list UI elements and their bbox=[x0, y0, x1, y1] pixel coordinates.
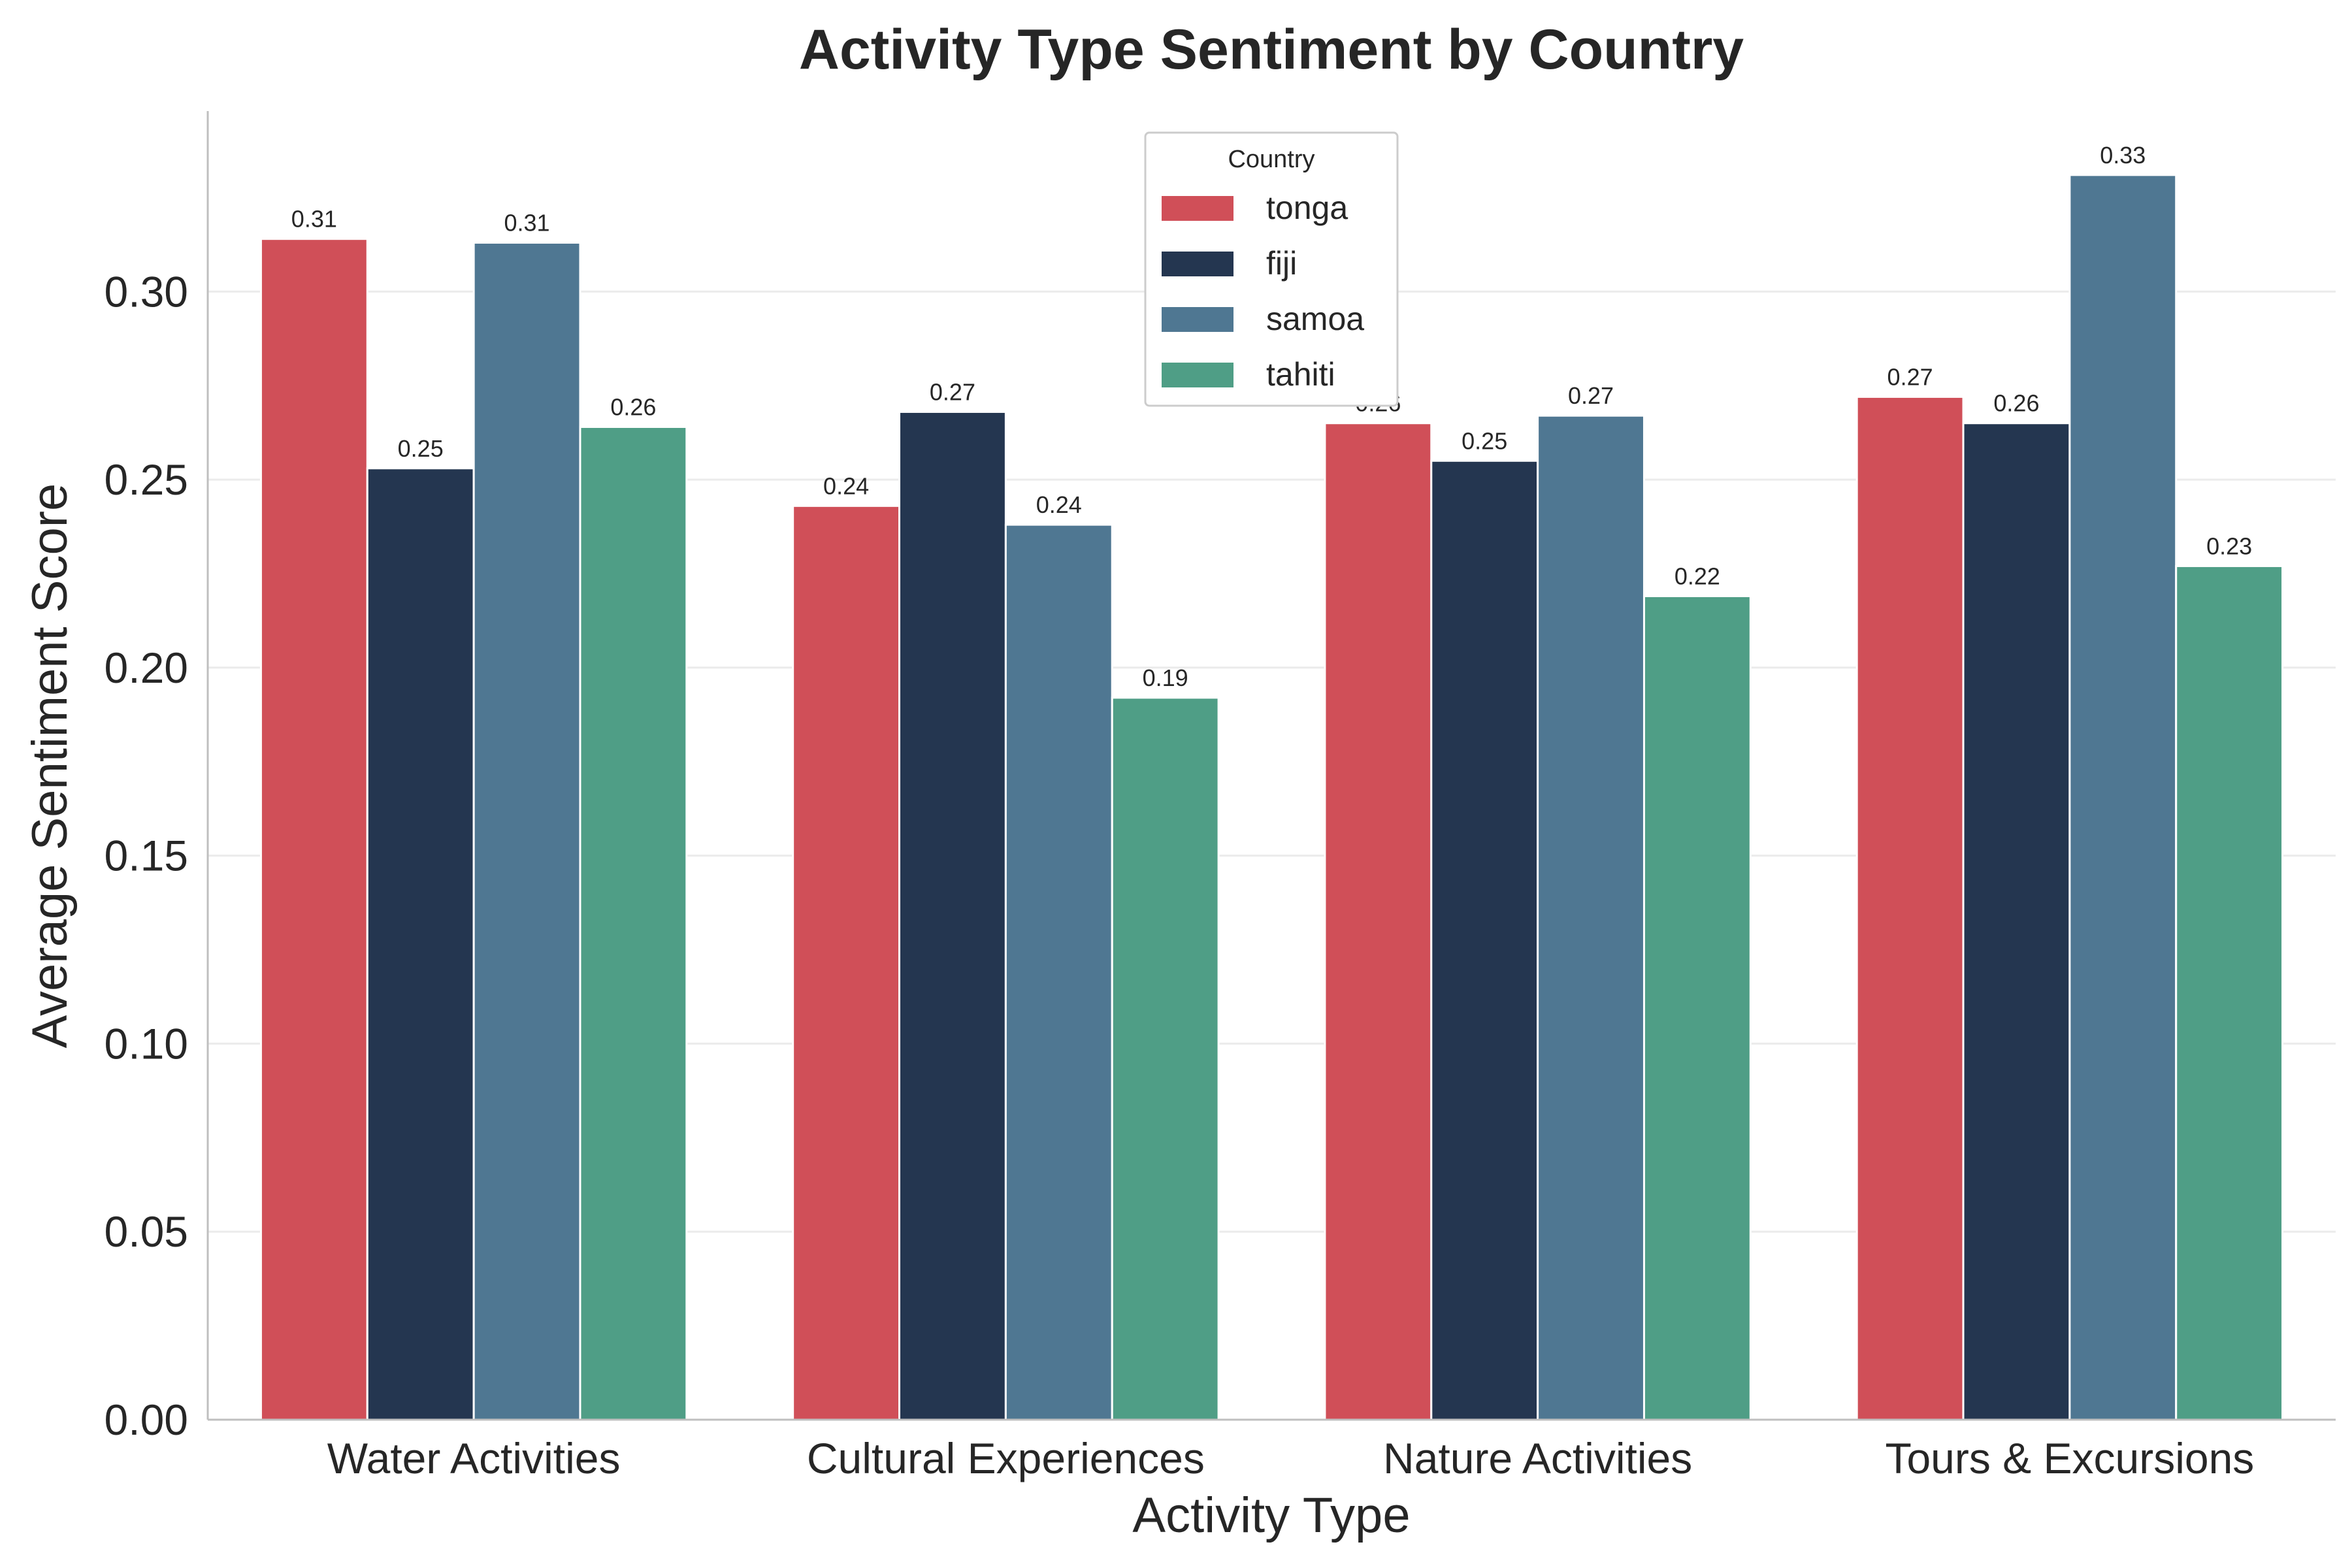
x-tick-label: Tours & Excursions bbox=[1885, 1434, 2254, 1482]
x-tick-label: Nature Activities bbox=[1383, 1434, 1692, 1482]
chart-title: Activity Type Sentiment by Country bbox=[799, 18, 1744, 81]
y-axis-label: Average Sentiment Score bbox=[22, 483, 78, 1049]
bar-value-label: 0.27 bbox=[1568, 382, 1614, 409]
bar-samoa bbox=[1537, 414, 1645, 1421]
bar-tahiti bbox=[579, 425, 688, 1421]
legend-label-fiji: fiji bbox=[1266, 245, 1297, 282]
bar-value-label: 0.31 bbox=[504, 209, 550, 236]
legend-label-samoa: samoa bbox=[1266, 301, 1364, 337]
x-tick-label: Water Activities bbox=[327, 1434, 621, 1482]
y-tick-label: 0.10 bbox=[105, 1019, 188, 1068]
bars bbox=[259, 174, 2284, 1421]
legend-title: Country bbox=[1228, 146, 1315, 173]
bar-value-label: 0.23 bbox=[2206, 532, 2252, 559]
y-tick-label: 0.20 bbox=[105, 644, 188, 692]
bar-tonga bbox=[1324, 422, 1433, 1421]
x-axis-label: Activity Type bbox=[1132, 1488, 1410, 1543]
bar-fiji bbox=[366, 467, 475, 1421]
bar-value-label: 0.25 bbox=[1462, 427, 1507, 454]
legend-label-tonga: tonga bbox=[1266, 189, 1348, 226]
bar-value-label: 0.27 bbox=[1887, 363, 1933, 390]
bar-samoa bbox=[2068, 174, 2178, 1421]
bar-fiji bbox=[1962, 422, 2071, 1421]
bar-value-label: 0.26 bbox=[1993, 390, 2039, 417]
bar-value-label: 0.27 bbox=[930, 378, 975, 405]
bar-value-label: 0.25 bbox=[398, 435, 444, 462]
bar-value-label: 0.33 bbox=[2100, 142, 2146, 169]
axes bbox=[206, 111, 2336, 1421]
bar-tonga bbox=[792, 504, 901, 1421]
bar-tonga bbox=[259, 238, 368, 1421]
bar-value-label: 0.24 bbox=[823, 472, 869, 499]
x-tick-labels: Water Activities Cultural Experiences Natu… bbox=[327, 1434, 2255, 1482]
y-tick-label: 0.30 bbox=[105, 267, 188, 316]
bar-value-label: 0.26 bbox=[610, 393, 656, 420]
bar-value-label: 0.24 bbox=[1036, 491, 1082, 518]
legend: Country tonga fiji samoa tahiti bbox=[1144, 131, 1399, 407]
x-tick-label: Cultural Experiences bbox=[807, 1434, 1205, 1482]
bar-samoa bbox=[472, 241, 581, 1421]
legend-swatch-tonga bbox=[1162, 196, 1233, 221]
bar-value-label: 0.19 bbox=[1143, 664, 1188, 691]
bar-value-label: 0.31 bbox=[291, 206, 337, 233]
legend-label-tahiti: tahiti bbox=[1266, 356, 1335, 393]
bar-tahiti bbox=[2175, 564, 2284, 1421]
y-tick-label: 0.15 bbox=[105, 832, 188, 880]
bar-tonga bbox=[1855, 395, 1965, 1421]
bar-samoa bbox=[1004, 523, 1113, 1421]
y-tick-label: 0.25 bbox=[105, 455, 188, 504]
y-tick-label: 0.05 bbox=[105, 1207, 188, 1256]
legend-swatch-samoa bbox=[1162, 307, 1233, 332]
y-tick-labels: 0.00 0.05 0.10 0.15 0.20 0.25 0.30 bbox=[105, 267, 188, 1444]
legend-swatch-tahiti bbox=[1162, 363, 1233, 387]
legend-swatch-fiji bbox=[1162, 252, 1233, 276]
bar-labels: 0.31 0.25 0.31 0.26 0.24 0.27 0.24 0.19 0.26 0.25… bbox=[291, 142, 2252, 691]
bar-tahiti bbox=[1111, 696, 1220, 1421]
bar-tahiti bbox=[1642, 595, 1752, 1421]
bar-fiji bbox=[1430, 459, 1539, 1421]
y-tick-label: 0.00 bbox=[105, 1396, 188, 1444]
legend-items: tonga fiji samoa tahiti bbox=[1162, 189, 1364, 393]
bar-value-label: 0.22 bbox=[1674, 563, 1720, 589]
bar-fiji bbox=[898, 410, 1007, 1421]
